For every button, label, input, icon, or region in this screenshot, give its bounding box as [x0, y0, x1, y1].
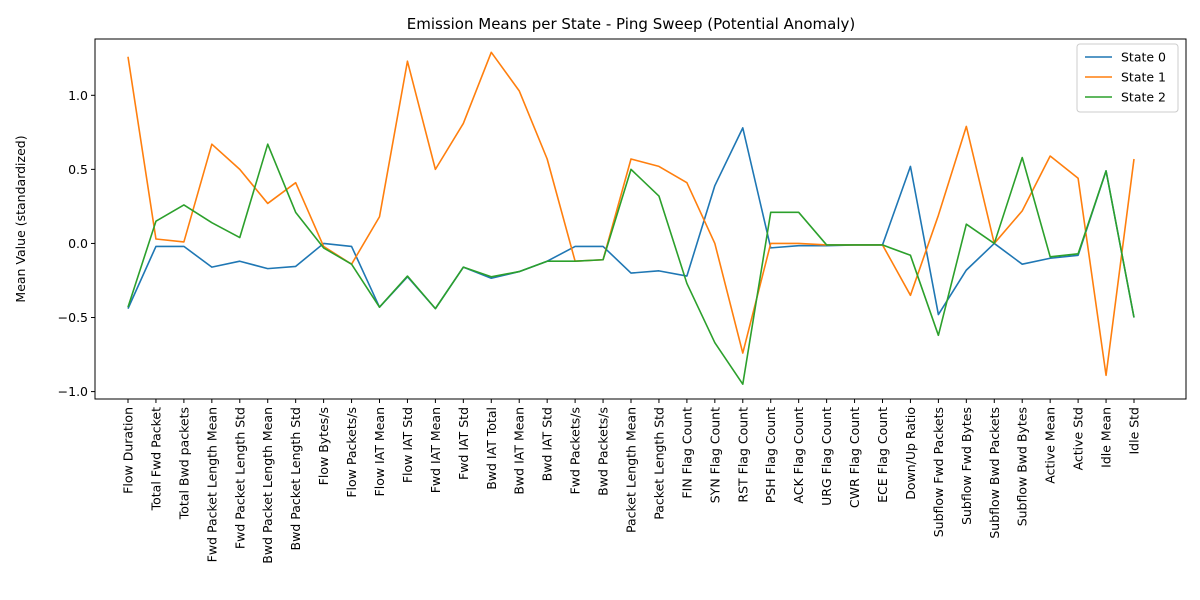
x-tick-label: Bwd Packet Length Mean — [260, 407, 275, 564]
x-tick-label: Active Mean — [1043, 407, 1058, 484]
chart-title: Emission Means per State - Ping Sweep (P… — [407, 15, 856, 33]
x-tick-label: Bwd Packets/s — [596, 407, 611, 496]
x-tick-label: Packet Length Std — [651, 407, 666, 520]
x-tick-label: FIN Flag Count — [679, 407, 694, 499]
legend-label: State 0 — [1121, 50, 1166, 65]
x-tick-label: Active Std — [1071, 407, 1086, 470]
y-axis-label: Mean Value (standardized) — [13, 135, 28, 302]
plot-area-frame — [94, 38, 1187, 400]
x-tick-label: Bwd IAT Mean — [512, 407, 527, 495]
legend-label: State 1 — [1121, 70, 1166, 85]
y-tick-label: 1.0 — [68, 88, 88, 103]
y-tick-label: 0.5 — [68, 162, 88, 177]
x-tick-label: Flow Bytes/s — [316, 407, 331, 485]
x-tick-label: Fwd IAT Mean — [428, 407, 443, 493]
x-tick-label: Total Fwd Packet — [148, 407, 163, 511]
x-tick-label: Total Bwd packets — [176, 407, 191, 520]
y-tick-label: 0.0 — [68, 236, 88, 251]
x-tick-label: Down/Up Ratio — [903, 407, 918, 500]
x-tick-label: CWR Flag Count — [847, 407, 862, 508]
y-tick-label: −0.5 — [58, 310, 88, 325]
x-tick-label: Fwd Packets/s — [568, 407, 583, 494]
x-tick-label: Fwd Packet Length Mean — [204, 407, 219, 562]
x-tick-label: Bwd Packet Length Std — [288, 407, 303, 550]
x-tick-label: Packet Length Mean — [624, 407, 639, 533]
x-tick-label: URG Flag Count — [819, 407, 834, 506]
x-tick-label: Flow IAT Std — [400, 407, 415, 483]
x-tick-label: PSH Flag Count — [763, 407, 778, 503]
legend: State 0 State 1 State 2 — [1076, 43, 1179, 113]
x-tick-label: Subflow Bwd Bytes — [1015, 407, 1030, 526]
x-tick-label: Flow Packets/s — [344, 407, 359, 498]
legend-box — [1076, 43, 1179, 113]
x-tick-label: Fwd Packet Length Std — [232, 407, 247, 549]
x-tick-label: Bwd IAT Std — [540, 407, 555, 481]
x-tick-label: Idle Mean — [1099, 407, 1114, 468]
y-tick-label: −1.0 — [58, 384, 88, 399]
series-line-state-2 — [127, 143, 1135, 385]
x-tick-label: ECE Flag Count — [875, 407, 890, 503]
series-line-state-1 — [127, 51, 1135, 377]
x-tick-label: Idle Std — [1127, 407, 1142, 455]
x-tick-label: Flow IAT Mean — [372, 407, 387, 496]
series-line-state-0 — [127, 127, 1135, 318]
x-tick-label: RST Flag Count — [735, 407, 750, 503]
x-tick-label: Fwd IAT Std — [456, 407, 471, 480]
x-tick-label: Flow Duration — [121, 407, 136, 494]
y-axis: −1.0 −0.5 0.0 0.5 1.0 — [58, 88, 95, 399]
x-tick-label: Subflow Fwd Bytes — [959, 407, 974, 525]
x-tick-label: ACK Flag Count — [791, 407, 806, 504]
legend-label: State 2 — [1121, 90, 1166, 105]
x-tick-label: SYN Flag Count — [707, 407, 722, 503]
series-layer — [127, 51, 1135, 385]
x-tick-label: Subflow Bwd Packets — [987, 407, 1002, 539]
x-tick-label: Subflow Fwd Packets — [931, 407, 946, 537]
x-axis: Flow Duration Total Fwd Packet Total Bwd p… — [121, 399, 1142, 564]
x-tick-label: Bwd IAT Total — [484, 407, 499, 490]
